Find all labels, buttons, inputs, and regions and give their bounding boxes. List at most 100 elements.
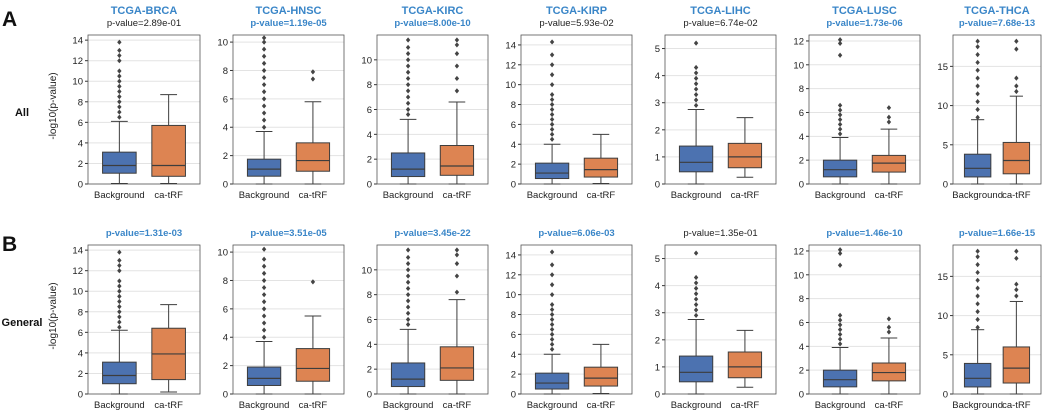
- outlier-point: [975, 44, 980, 50]
- box-ca-trf: ca-tRF: [151, 304, 186, 411]
- y-tick-label: 6: [799, 318, 804, 329]
- y-tick-label: 10: [217, 248, 228, 259]
- x-tick-label: ca-tRF: [443, 400, 472, 411]
- panel-all-tcga-hnsc: p-value=1.19e-05 0 2 4 6 8 10 Background ca-tRF: [217, 18, 345, 201]
- outlier-point: [117, 314, 122, 320]
- y-tick-label: 4: [78, 138, 83, 149]
- x-tick-label: Background: [239, 400, 290, 411]
- iqr-box: [963, 362, 992, 388]
- iqr-box: [583, 366, 619, 387]
- row-label-all: All: [15, 107, 29, 119]
- panel-general-tcga-thca: p-value=1.66e-15 0 5 10 15 Background ca-tRF: [937, 228, 1042, 411]
- p-value-label: p-value=3.45e-22: [394, 228, 470, 239]
- outlier-point: [693, 296, 699, 302]
- panel-all-tcga-lusc: p-value=1.73e-06 0 2 4 6 8 10 12 Background ca-tR…: [793, 18, 921, 201]
- outlier-point: [261, 277, 267, 284]
- y-tick-label: 4: [655, 281, 660, 292]
- p-value-label: p-value=1.46e-10: [826, 228, 902, 239]
- y-tick-label: 0: [799, 180, 804, 191]
- outlier-point: [454, 261, 460, 267]
- y-tick-label: 8: [511, 310, 516, 321]
- y-tick-label: 10: [361, 55, 372, 66]
- y-tick-label: 3: [655, 308, 660, 319]
- outlier-point: [837, 126, 843, 132]
- iqr-box: [822, 369, 858, 388]
- outlier-point: [117, 288, 122, 294]
- x-tick-label: ca-tRF: [875, 400, 904, 411]
- y-tick-label: 0: [943, 180, 948, 191]
- outlier-point: [405, 261, 411, 267]
- outlier-point: [693, 307, 699, 313]
- box-ca-trf: ca-tRF: [871, 105, 907, 201]
- outlier-point: [405, 75, 411, 82]
- outlier-point: [117, 73, 122, 79]
- x-tick-label: ca-tRF: [299, 400, 328, 411]
- panel-all-tcga-lihc: p-value=6.74e-02 0 1 2 3 4 5 Background ca-tRF: [655, 18, 777, 201]
- outlier-point: [1014, 88, 1019, 95]
- outlier-point: [454, 88, 460, 94]
- outlier-point: [405, 298, 411, 304]
- outlier-point: [454, 75, 460, 82]
- plot-frame: [664, 244, 777, 395]
- outlier-point: [454, 37, 460, 43]
- x-tick-label: ca-tRF: [587, 400, 616, 411]
- iqr-box: [102, 361, 137, 385]
- outlier-point: [261, 299, 267, 305]
- y-tick-label: 10: [72, 77, 83, 88]
- outlier-point: [405, 279, 411, 285]
- y-tick-label: 8: [511, 100, 516, 111]
- outlier-point: [117, 88, 122, 95]
- outlier-point: [975, 67, 980, 73]
- outlier-point: [261, 117, 267, 123]
- outlier-point: [261, 313, 267, 319]
- x-tick-label: Background: [815, 190, 866, 201]
- outlier-point: [975, 254, 980, 260]
- y-tick-label: 2: [367, 365, 372, 376]
- box-background: Background: [815, 247, 865, 411]
- p-value-label: p-value=1.73e-06: [826, 18, 902, 29]
- outlier-point: [117, 39, 122, 45]
- y-tick-label: 4: [78, 348, 83, 359]
- outlier-point: [261, 110, 267, 116]
- y-tick-label: 0: [511, 180, 516, 191]
- y-tick-label: 12: [505, 60, 516, 71]
- iqr-box: [678, 145, 714, 173]
- outlier-point: [549, 316, 555, 323]
- plot-frame: [376, 34, 489, 185]
- outlier-point: [693, 280, 699, 286]
- outlier-point: [693, 302, 699, 308]
- outlier-point: [549, 321, 555, 328]
- outlier-point: [549, 72, 555, 78]
- outlier-point: [837, 327, 843, 333]
- outlier-point: [454, 51, 460, 57]
- panel-general-tcga-lusc: p-value=1.46e-10 0 2 4 6 8 10 12 Background ca-tR…: [793, 228, 921, 411]
- outlier-point: [117, 304, 122, 310]
- y-tick-label: 14: [505, 40, 516, 51]
- outlier-point: [117, 52, 122, 59]
- outlier-point: [117, 104, 122, 110]
- outlier-point: [693, 75, 699, 81]
- outlier-point: [261, 74, 267, 81]
- outlier-point: [405, 82, 411, 88]
- outlier-point: [261, 103, 267, 109]
- outlier-point: [117, 283, 122, 289]
- y-tick-label: 6: [511, 120, 516, 131]
- plot-frame: [520, 244, 633, 395]
- y-axis-label: -log10(p-value): [48, 72, 59, 139]
- outlier-point: [975, 99, 980, 105]
- outlier-point: [837, 322, 843, 328]
- p-value-label: p-value=5.93e-02: [539, 18, 613, 29]
- y-tick-label: 8: [78, 307, 83, 318]
- iqr-box: [583, 157, 619, 178]
- plot-frame: [87, 244, 201, 395]
- outlier-point: [837, 37, 843, 43]
- box-ca-trf: ca-tRF: [727, 329, 763, 411]
- y-tick-label: 4: [367, 130, 372, 141]
- outlier-point: [837, 317, 843, 323]
- outlier-point: [117, 78, 122, 84]
- outlier-point: [405, 267, 411, 273]
- column-title-hnsc: TCGA-HNSC: [256, 5, 322, 17]
- outlier-point: [261, 334, 267, 340]
- outlier-point: [837, 262, 843, 268]
- y-tick-label: 8: [799, 84, 804, 95]
